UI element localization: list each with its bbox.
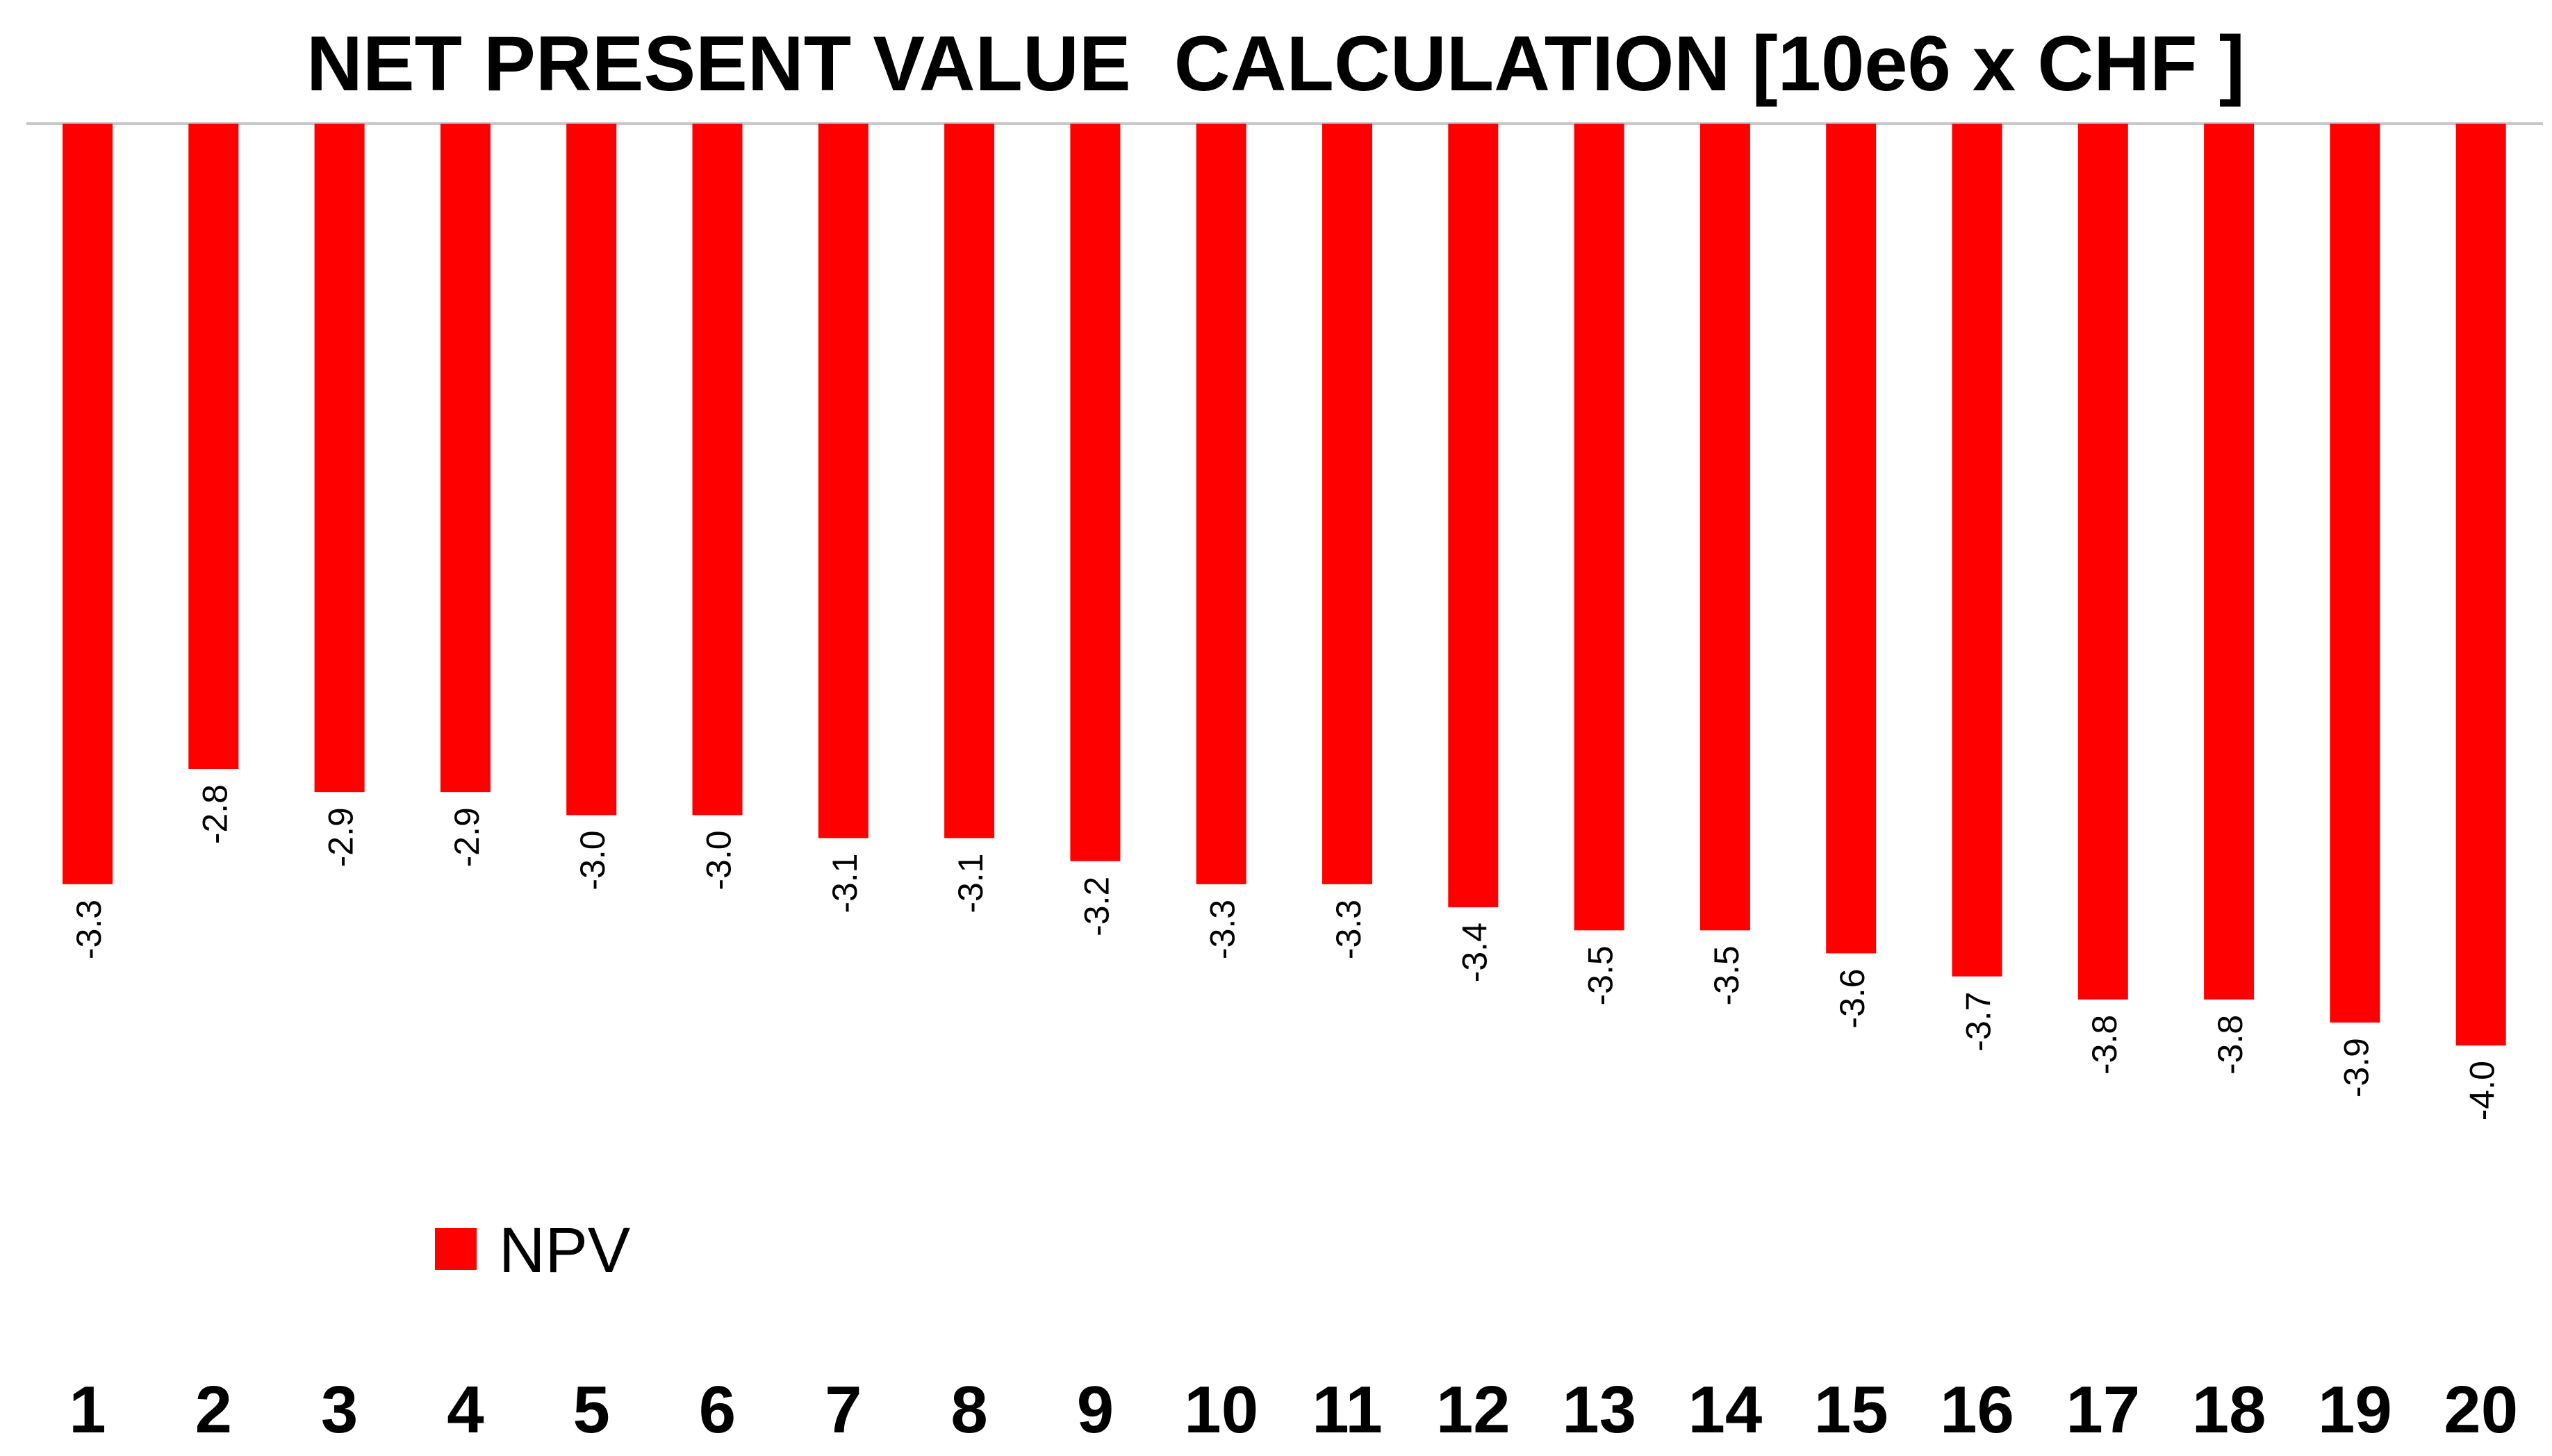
bar-17 — [2077, 124, 2128, 1000]
data-label-14: -3.5 — [1707, 945, 1746, 1005]
bar-9 — [1070, 124, 1121, 861]
data-label-13: -3.5 — [1581, 945, 1620, 1005]
bar-7 — [818, 124, 868, 838]
category-label-11: 11 — [1312, 1373, 1382, 1447]
bar-1 — [63, 124, 113, 884]
data-label-6: -3.0 — [700, 830, 739, 890]
bar-3 — [314, 124, 365, 793]
category-label-4: 4 — [447, 1373, 484, 1447]
category-axis-labels: 1 2 3 4 5 6 7 8 9 10 11 12 13 14 15 16 17 18 19 20 — [69, 1373, 2518, 1447]
category-label-20: 20 — [2444, 1373, 2518, 1447]
category-label-14: 14 — [1688, 1373, 1763, 1447]
data-label-12: -3.4 — [1455, 923, 1494, 982]
category-label-10: 10 — [1184, 1373, 1258, 1447]
data-label-15: -3.6 — [1833, 968, 1872, 1028]
bar-16 — [1952, 124, 2002, 977]
category-label-17: 17 — [2066, 1373, 2140, 1447]
category-label-16: 16 — [1940, 1373, 2014, 1447]
data-label-16: -3.7 — [1959, 992, 1998, 1052]
bar-15 — [1826, 124, 1877, 954]
data-label-10: -3.3 — [1203, 900, 1242, 959]
bar-13 — [1574, 124, 1624, 931]
data-label-19: -3.9 — [2337, 1038, 2376, 1098]
data-label-1: -3.3 — [69, 900, 108, 959]
bar-10 — [1196, 124, 1246, 884]
category-label-12: 12 — [1436, 1373, 1510, 1447]
chart-title: NET PRESENT VALUE CALCULATION [10e6 x CH… — [306, 20, 2245, 107]
data-label-4: -2.9 — [447, 807, 486, 867]
bar-2 — [188, 124, 239, 769]
legend-label-npv: NPV — [499, 1215, 630, 1286]
data-label-3: -2.9 — [322, 807, 361, 867]
category-label-15: 15 — [1814, 1373, 1888, 1447]
bar-12 — [1448, 124, 1499, 908]
data-labels-layer: -3.3 -2.8 -2.9 -2.9 -3.0 -3.0 -3.1 -3.1 -3.2 -3.3… — [69, 784, 2502, 1120]
bar-4 — [440, 124, 491, 793]
bars-layer — [63, 124, 2506, 1046]
legend: NPV — [435, 1215, 630, 1286]
bar-14 — [1699, 124, 1750, 931]
bar-19 — [2330, 124, 2380, 1023]
data-label-2: -2.8 — [195, 784, 234, 844]
category-label-7: 7 — [825, 1373, 862, 1447]
category-label-13: 13 — [1562, 1373, 1636, 1447]
bar-20 — [2455, 124, 2506, 1046]
data-label-20: -4.0 — [2463, 1061, 2502, 1120]
category-label-18: 18 — [2192, 1373, 2266, 1447]
category-label-9: 9 — [1077, 1373, 1114, 1447]
data-label-11: -3.3 — [1329, 900, 1368, 959]
data-label-18: -3.8 — [2211, 1015, 2250, 1075]
bar-18 — [2204, 124, 2255, 1000]
category-label-5: 5 — [573, 1373, 610, 1447]
data-label-7: -3.1 — [825, 854, 864, 913]
bar-6 — [692, 124, 743, 816]
data-label-9: -3.2 — [1077, 877, 1116, 936]
category-label-6: 6 — [699, 1373, 736, 1447]
legend-swatch-npv — [435, 1228, 477, 1270]
bar-5 — [566, 124, 617, 816]
category-label-2: 2 — [195, 1373, 232, 1447]
category-label-19: 19 — [2318, 1373, 2392, 1447]
category-label-1: 1 — [69, 1373, 106, 1447]
category-label-3: 3 — [321, 1373, 358, 1447]
data-label-8: -3.1 — [951, 854, 990, 913]
data-label-5: -3.0 — [573, 830, 612, 890]
bar-11 — [1322, 124, 1372, 884]
category-label-8: 8 — [950, 1373, 987, 1447]
data-label-17: -3.8 — [2085, 1015, 2124, 1075]
bar-8 — [944, 124, 995, 838]
